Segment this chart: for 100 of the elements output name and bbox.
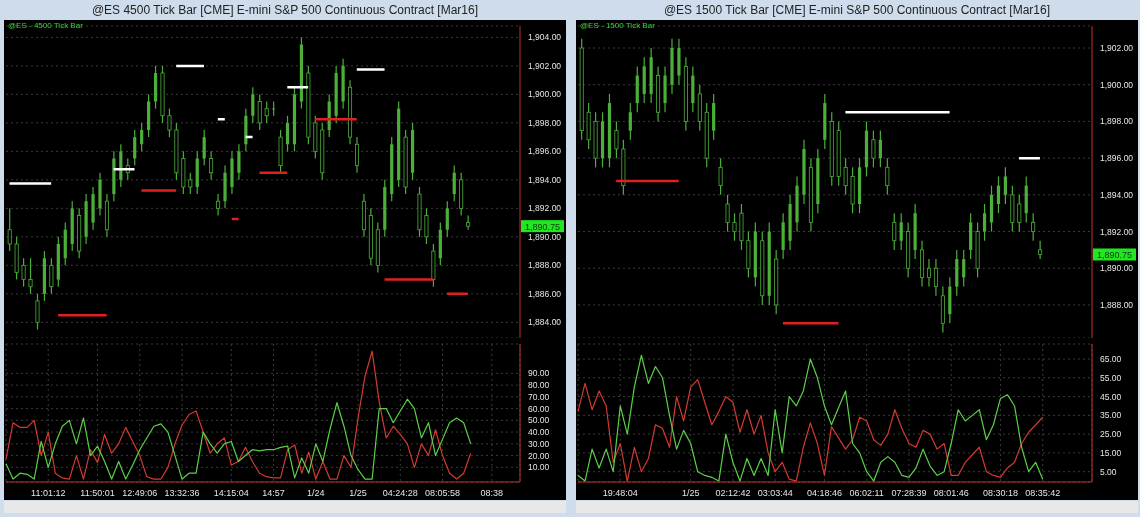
candlestick [843,157,848,196]
y-tick-label: 1,894.00 [1100,189,1134,200]
y-tick-label: 10.00 [528,462,550,473]
candlestick [216,193,221,217]
y-tick-label: 70.00 [528,391,550,402]
candlestick [1017,194,1022,233]
text: 1,890.75 [524,221,561,232]
chart-title: @ES 1500 Tick Bar [CME] E-mini S&P 500 Continuous Contract [Mar16] [576,0,1138,20]
candlestick [452,165,456,202]
candlestick [732,212,737,242]
x-tick-label: 11:01:12 [31,488,66,499]
candlestick [996,175,1001,214]
x-tick-label: 04:24:28 [382,488,418,499]
y-tick-label: 1,900.00 [528,89,562,100]
x-tick-label: 1/24 [307,488,325,499]
x-tick-label: 02:12:42 [715,488,751,499]
y-tick-label: 1,890.00 [528,231,562,242]
x-tick-label: 08:38 [480,488,504,499]
candlestick [237,143,241,181]
x-tick-label: 07:28:39 [891,488,927,499]
y-tick-label: 1,892.00 [528,203,562,214]
y-tick-label: 80.00 [528,380,550,391]
y-tick-label: 35.00 [1100,410,1122,421]
x-tick-label: 03:03:44 [757,488,793,499]
candlestick [871,130,876,168]
candlestick [167,108,172,138]
y-tick-label: 1,884.00 [528,317,562,328]
y-tick-label: 1,894.00 [528,174,562,185]
line-series [5,350,472,480]
candlestick [878,130,882,168]
y-tick-label: 1,904.00 [528,32,562,43]
candlestick [285,115,290,152]
x-tick-label: 14:57 [262,488,285,499]
candlestick [251,86,255,124]
y-tick-label: 45.00 [1100,391,1122,402]
candlestick [614,120,619,159]
x-tick-label: 08:05:58 [425,488,461,499]
x-tick-label: 14:15:04 [213,488,249,499]
candlestick [899,212,903,251]
line-series [577,379,1044,482]
y-tick-label: 1,886.00 [528,288,562,299]
y-tick-label: 50.00 [528,415,550,426]
y-tick-label: 20.00 [528,450,550,461]
y-tick-label: 1,902.00 [528,60,562,71]
candlestick [933,258,938,297]
candlestick [202,129,206,167]
y-tick-label: 25.00 [1100,429,1122,440]
y-tick-label: 65.00 [1100,354,1122,365]
x-tick-label: 04:18:46 [806,488,842,499]
y-tick-label: 1,896.00 [528,146,562,157]
y-tick-label: 1,892.00 [1100,226,1134,237]
candlestick [466,214,471,231]
x-tick-label: 1/25 [681,488,700,499]
candlestick [885,157,890,196]
x-tick-label: 1/25 [349,488,367,499]
candlestick [28,257,33,295]
candlestick [892,212,897,251]
x-tick-label: 08:35:42 [1025,488,1061,499]
y-tick-label: 1,890.00 [1100,263,1134,274]
candlestick [264,100,269,124]
candlestick [718,157,723,196]
x-tick-label: 12:49:06 [122,488,158,499]
candlestick [445,200,449,238]
candlestick [188,172,193,195]
line-series [577,354,1044,482]
chart-title: @ES 4500 Tick Bar [CME] E-mini S&P 500 Continuous Contract [Mar16] [4,0,566,20]
x-tick-label: 11:50:01 [80,488,115,499]
chart-subtitle: @ES - 1500 Tick Bar [580,21,655,30]
y-tick-label: 1,902.00 [1100,43,1134,54]
y-tick-label: 60.00 [528,403,550,414]
y-tick-label: 1,898.00 [528,117,562,128]
y-tick-label: 1,888.00 [1100,299,1134,310]
candlestick [35,293,40,331]
candlestick [140,122,144,152]
line-series [5,398,472,480]
candlestick [1003,166,1007,205]
x-tick-label: 19:48:04 [602,488,638,499]
y-tick-label: 55.00 [1100,372,1122,383]
y-tick-label: 90.00 [528,368,550,379]
chart-subtitle: @ES - 4500 Tick Bar [8,21,83,30]
candlestick [962,249,966,288]
candlestick [982,203,987,242]
candlestick [424,207,429,245]
candlestick [49,257,54,295]
candlestick [926,258,931,288]
y-tick-label: 30.00 [528,438,550,449]
y-tick-label: 5.00 [1100,466,1117,477]
candlestick [725,194,730,233]
y-tick-label: 1,900.00 [1100,79,1134,90]
y-tick-label: 1,898.00 [1100,116,1134,127]
candlestick [257,93,262,131]
x-tick-label: 13:32:36 [164,488,200,499]
x-tick-label: 06:02:11 [849,488,884,499]
candlestick [209,150,214,181]
candlestick [1031,212,1036,242]
text: 1,890.75 [1096,249,1133,260]
candlestick [21,257,26,288]
x-tick-label: 08:30:18 [982,488,1018,499]
x-tick-label: 08:01:46 [933,488,969,499]
candlestick [1038,240,1043,260]
